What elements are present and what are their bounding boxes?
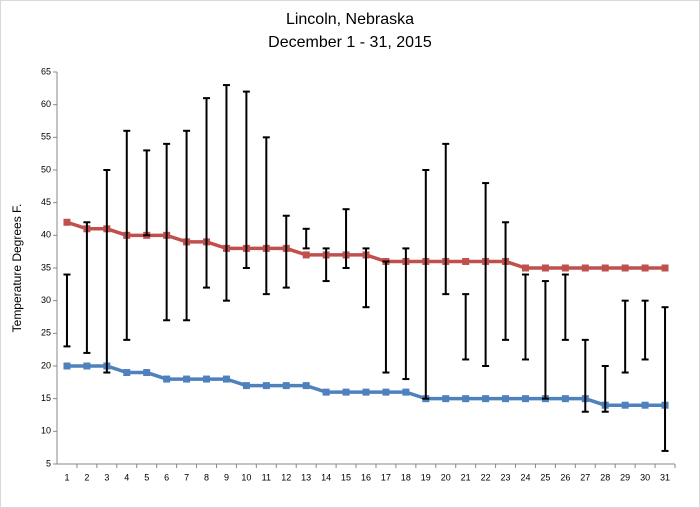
x-tick-label: 6 xyxy=(164,472,169,482)
series-marker xyxy=(362,388,370,396)
y-tick-label: 25 xyxy=(41,328,51,338)
series-marker xyxy=(163,375,171,383)
x-tick-label: 16 xyxy=(361,472,371,482)
x-tick-label: 22 xyxy=(481,472,491,482)
series-marker xyxy=(302,382,310,390)
series-marker xyxy=(322,388,330,396)
y-tick-label: 30 xyxy=(41,295,51,305)
x-tick-label: 26 xyxy=(560,472,570,482)
x-tick-label: 9 xyxy=(224,472,229,482)
x-tick-label: 17 xyxy=(381,472,391,482)
x-tick-label: 18 xyxy=(401,472,411,482)
series-marker xyxy=(661,264,669,272)
y-tick-label: 20 xyxy=(41,360,51,370)
x-tick-label: 15 xyxy=(341,472,351,482)
series-marker xyxy=(63,362,71,370)
series-marker xyxy=(641,401,649,409)
x-tick-label: 24 xyxy=(520,472,530,482)
y-axis-label: Temperature Degrees F. xyxy=(10,204,24,333)
x-tick-label: 25 xyxy=(540,472,550,482)
x-tick-label: 29 xyxy=(620,472,630,482)
series-marker xyxy=(462,395,470,403)
series-marker xyxy=(83,362,91,370)
series-marker xyxy=(621,401,629,409)
series-marker xyxy=(442,395,450,403)
series-marker xyxy=(641,264,649,272)
y-tick-label: 35 xyxy=(41,262,51,272)
series-marker xyxy=(521,395,529,403)
series-marker xyxy=(581,264,589,272)
x-tick-label: 2 xyxy=(84,472,89,482)
series-marker xyxy=(302,251,310,259)
x-tick-label: 5 xyxy=(144,472,149,482)
x-tick-label: 31 xyxy=(660,472,670,482)
series-marker xyxy=(601,264,609,272)
x-tick-label: 11 xyxy=(262,472,271,482)
series-marker xyxy=(561,395,569,403)
series-marker xyxy=(63,218,71,226)
series-marker xyxy=(143,369,151,377)
series-marker xyxy=(203,375,211,383)
x-tick-label: 27 xyxy=(580,472,590,482)
x-tick-label: 19 xyxy=(421,472,431,482)
series-marker xyxy=(621,264,629,272)
y-tick-label: 10 xyxy=(41,426,51,436)
series-marker xyxy=(382,388,390,396)
x-tick-label: 4 xyxy=(124,472,129,482)
y-tick-label: 45 xyxy=(41,197,51,207)
series-marker xyxy=(502,395,510,403)
x-tick-label: 28 xyxy=(600,472,610,482)
x-tick-label: 30 xyxy=(640,472,650,482)
series-marker xyxy=(402,388,410,396)
x-tick-label: 3 xyxy=(104,472,109,482)
x-tick-label: 20 xyxy=(441,472,451,482)
series-marker xyxy=(561,264,569,272)
x-tick-label: 14 xyxy=(321,472,331,482)
y-tick-label: 65 xyxy=(41,66,51,76)
series-marker xyxy=(462,257,470,265)
y-tick-label: 55 xyxy=(41,132,51,142)
series-marker xyxy=(541,264,549,272)
x-tick-label: 8 xyxy=(204,472,209,482)
series-marker xyxy=(521,264,529,272)
y-tick-label: 50 xyxy=(41,164,51,174)
x-tick-label: 12 xyxy=(281,472,291,482)
y-tick-label: 5 xyxy=(46,458,51,468)
y-tick-label: 40 xyxy=(41,230,51,240)
x-tick-label: 7 xyxy=(184,472,189,482)
y-tick-label: 15 xyxy=(41,393,51,403)
x-tick-label: 23 xyxy=(501,472,511,482)
series-marker xyxy=(262,382,270,390)
x-tick-label: 10 xyxy=(241,472,251,482)
chart-subtitle: December 1 - 31, 2015 xyxy=(268,34,432,51)
x-tick-label: 21 xyxy=(461,472,471,482)
series-marker xyxy=(242,382,250,390)
x-tick-label: 13 xyxy=(301,472,311,482)
series-marker xyxy=(342,388,350,396)
series-marker xyxy=(482,395,490,403)
series-marker xyxy=(282,382,290,390)
series-marker xyxy=(222,375,230,383)
chart-title: Lincoln, Nebraska xyxy=(286,11,414,28)
series-marker xyxy=(183,375,191,383)
series-marker xyxy=(123,369,131,377)
y-tick-label: 60 xyxy=(41,99,51,109)
x-tick-label: 1 xyxy=(64,472,69,482)
